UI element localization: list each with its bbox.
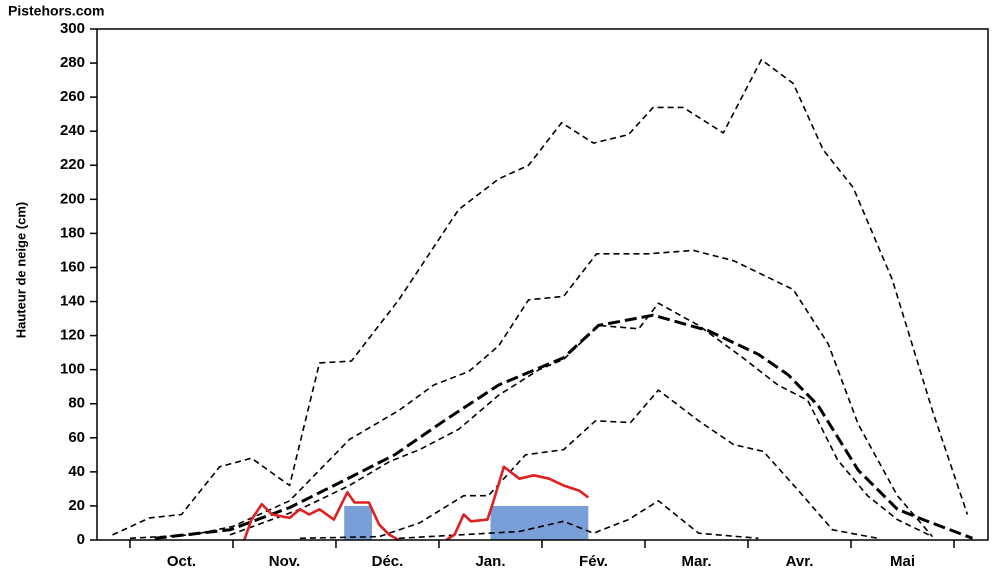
y-tick-label: 60 — [68, 429, 85, 446]
series-line — [154, 313, 974, 540]
y-tick-label: 200 — [60, 190, 85, 207]
y-tick-label: 260 — [60, 88, 85, 105]
watermark: Pistehors.com — [8, 3, 104, 19]
snowfall-block — [490, 505, 589, 540]
y-tick-label: 160 — [60, 258, 85, 275]
y-tick-label: 180 — [60, 224, 85, 241]
series-line — [243, 465, 590, 542]
y-tick-label: 80 — [68, 395, 85, 412]
y-tick-label: 100 — [60, 361, 85, 378]
y-tick-label: 140 — [60, 293, 85, 310]
x-tick-label: Oct. — [167, 553, 196, 570]
x-tick-label: Mai — [890, 553, 915, 570]
x-tick-label: Fév. — [579, 553, 608, 570]
x-tick-label: Avr. — [786, 553, 814, 570]
x-tick-label: Mar. — [681, 553, 711, 570]
y-tick-label: 300 — [60, 20, 85, 37]
y-tick-label: 220 — [60, 156, 85, 173]
series-line — [299, 389, 878, 540]
y-tick-label: 240 — [60, 122, 85, 139]
y-axis-label: Hauteur de neige (cm) — [13, 202, 28, 339]
series-line — [129, 249, 934, 540]
series-line — [112, 58, 969, 536]
y-tick-label: 0 — [77, 531, 85, 548]
y-tick-label: 40 — [68, 463, 85, 480]
x-tick-label: Jan. — [475, 553, 505, 570]
y-tick-label: 280 — [60, 54, 85, 71]
series-line — [398, 500, 759, 540]
series-line — [229, 302, 933, 538]
snowfall-block — [344, 505, 373, 540]
y-tick-label: 120 — [60, 327, 85, 344]
y-tick-label: 20 — [68, 497, 85, 514]
plot-frame — [96, 28, 989, 541]
x-tick-label: Déc. — [372, 553, 404, 570]
x-tick-label: Nov. — [269, 553, 300, 570]
